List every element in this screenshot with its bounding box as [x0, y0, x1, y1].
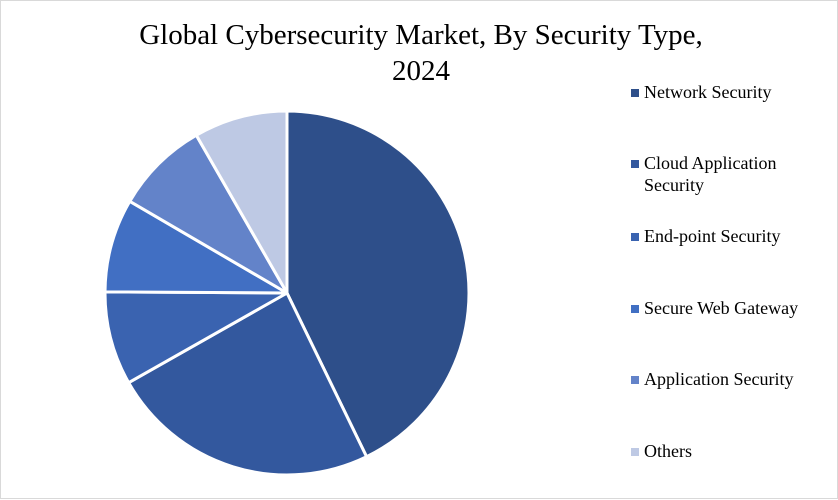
legend-swatch-secure-web-gateway — [631, 305, 639, 313]
chart-title-line-1: Global Cybersecurity Market, By Security… — [139, 19, 703, 51]
chart-title: Global Cybersecurity Market, By Security… — [61, 17, 781, 89]
pie-slice-secure-web-gateway — [103, 199, 289, 295]
pie-chart — [103, 109, 471, 477]
pie-slice-application-security — [128, 133, 289, 295]
chart-title-line-2: 2024 — [392, 55, 450, 87]
legend-label-end-point-security: End-point Security — [644, 226, 781, 246]
legend-swatch-end-point-security — [631, 233, 639, 241]
pie-slice-cloud-application-security — [127, 291, 369, 477]
legend-swatch-network-security — [631, 89, 639, 97]
legend-label-application-security: Application Security — [644, 369, 794, 389]
pie-slice-end-point-security — [103, 290, 289, 385]
legend-label-secure-web-gateway: Secure Web Gateway — [644, 298, 799, 318]
legend-label-others: Others — [644, 441, 692, 461]
legend-swatch-application-security — [631, 376, 639, 384]
legend-label-cloud-application-security: Cloud Application Security — [644, 153, 777, 195]
pie-slice-others — [194, 109, 289, 295]
legend-label-network-security: Network Security — [644, 82, 772, 102]
legend-swatch-others — [631, 448, 639, 456]
legend-swatch-cloud-application-security — [631, 160, 639, 168]
pie-slice-network-security — [285, 109, 471, 459]
